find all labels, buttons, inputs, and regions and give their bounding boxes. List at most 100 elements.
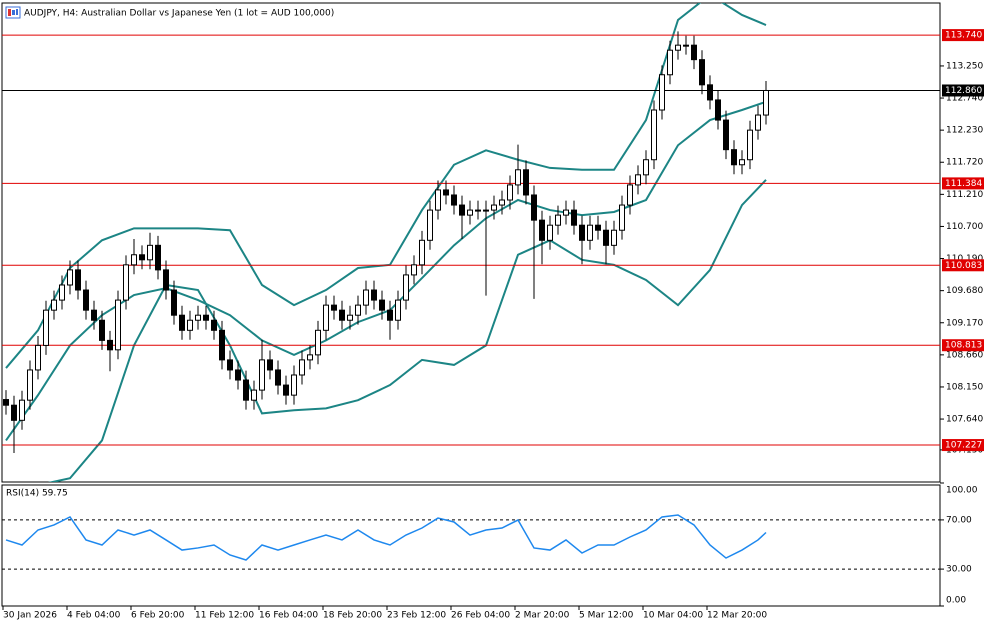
candle-body <box>211 319 217 331</box>
candle-body <box>307 354 313 361</box>
rsi-tick-label: 70.00 <box>946 515 972 525</box>
candle-body <box>51 299 57 311</box>
candle-body <box>347 314 353 321</box>
candle-body <box>627 184 633 206</box>
candle-body <box>715 99 721 121</box>
candle-body <box>59 284 65 301</box>
candle-body <box>747 129 753 161</box>
candle-body <box>203 314 209 321</box>
candle-body <box>267 359 273 371</box>
candle-body <box>283 384 289 396</box>
candle-body <box>363 289 369 306</box>
candle-body <box>243 379 249 401</box>
candle-body <box>131 254 137 266</box>
candle-body <box>387 309 393 321</box>
x-tick-label: 26 Feb 04:00 <box>451 611 510 621</box>
y-tick-label: 110.190 <box>946 254 983 264</box>
candle-body <box>379 299 385 311</box>
candle-body <box>563 209 569 216</box>
x-tick-label: 18 Feb 20:00 <box>323 611 382 621</box>
level-label: 112.860 <box>945 86 982 96</box>
candle-body <box>339 309 345 321</box>
level-label-bg <box>942 339 984 352</box>
candle-body <box>11 404 17 421</box>
x-tick-label: 5 Mar 12:00 <box>579 611 634 621</box>
y-tick-label: 110.700 <box>946 222 983 232</box>
level-label: 113.740 <box>945 31 982 41</box>
candle-body <box>99 319 105 341</box>
rsi-line <box>5 514 767 561</box>
level-label: 111.384 <box>945 179 982 189</box>
y-tick-label: 109.680 <box>946 286 983 296</box>
candle-body <box>163 269 169 291</box>
level-label-bg <box>942 29 984 42</box>
candle-body <box>619 204 625 231</box>
candle-body <box>115 299 121 351</box>
candle-body <box>123 264 129 301</box>
candle-body <box>579 224 585 241</box>
level-label: 110.083 <box>945 261 982 271</box>
candle-body <box>643 159 649 176</box>
candle-body <box>315 329 321 356</box>
x-tick-label: 4 Feb 04:00 <box>67 611 121 621</box>
x-tick-label: 2 Mar 20:00 <box>515 611 570 621</box>
candle-body <box>531 194 537 221</box>
candle-body <box>707 84 713 101</box>
candle-body <box>739 159 745 166</box>
x-tick-label: 6 Feb 20:00 <box>131 611 185 621</box>
candle-body <box>507 184 513 201</box>
candle-body <box>483 209 489 212</box>
candle-body <box>235 369 241 381</box>
candle-body <box>75 269 81 291</box>
candle-body <box>291 374 297 396</box>
candle-body <box>371 289 377 301</box>
candle-body <box>67 269 73 286</box>
candle-body <box>651 109 657 161</box>
candle-body <box>19 399 25 421</box>
y-tick-label: 112.230 <box>946 126 983 136</box>
rsi-tick-label: 0.00 <box>946 596 966 606</box>
symbol-icon <box>5 6 21 19</box>
candle-body <box>411 264 417 276</box>
candle-body <box>3 399 9 406</box>
level-label-bg <box>942 439 984 452</box>
candle-body <box>499 199 505 206</box>
candle-body <box>723 119 729 151</box>
candle-body <box>171 289 177 316</box>
candle-body <box>755 114 761 131</box>
y-tick-label: 107.640 <box>946 415 983 425</box>
candle-body <box>603 229 609 246</box>
candle-body <box>83 289 89 311</box>
candle-body <box>539 219 545 241</box>
rsi-title: RSI(14) 59.75 <box>6 489 68 499</box>
candle-body <box>107 339 113 351</box>
rsi-tick-label: 100.00 <box>946 486 978 496</box>
candle-body <box>443 189 449 196</box>
rsi-panel-frame <box>1 484 941 607</box>
y-tick-label: 108.150 <box>946 382 983 392</box>
x-tick-label: 30 Jan 2026 <box>3 611 57 621</box>
candle-body <box>419 239 425 266</box>
candle-body <box>635 174 641 186</box>
y-tick-label: 108.660 <box>946 350 983 360</box>
candle-body <box>611 229 617 246</box>
x-tick-label: 11 Feb 12:00 <box>195 611 254 621</box>
candle-body <box>555 214 561 226</box>
x-tick-label: 23 Feb 12:00 <box>387 611 446 621</box>
candle-body <box>667 49 673 76</box>
candle-body <box>427 209 433 241</box>
candle-body <box>331 304 337 311</box>
candle-body <box>547 224 553 241</box>
y-tick-label: 109.170 <box>946 318 983 328</box>
candle-body <box>451 194 457 206</box>
candle-body <box>299 359 305 376</box>
candle-body <box>195 314 201 321</box>
candle-body <box>587 224 593 241</box>
candle-body <box>35 344 41 371</box>
rsi-plot <box>2 514 940 570</box>
candle-body <box>395 299 401 321</box>
candle-body <box>763 89 769 116</box>
x-tick-label: 10 Mar 04:00 <box>643 611 703 621</box>
x-tick-label: 12 Mar 20:00 <box>707 611 767 621</box>
